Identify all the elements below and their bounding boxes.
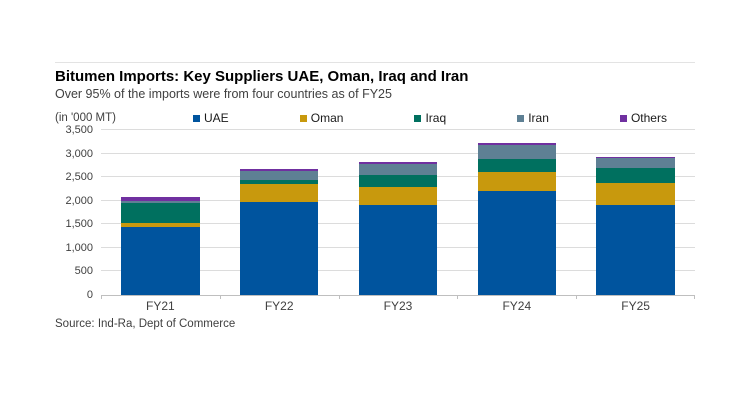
x-axis-tick [694,295,695,299]
bar-segment-others-fy22 [240,168,319,172]
legend: UAE Oman Iraq Iran Others [193,111,667,125]
bar-segment-uae-fy24 [477,191,556,295]
y-tick-label-0: 0 [86,289,93,301]
x-tick-label-fy22: FY22 [264,299,294,313]
y-tick-label-1500: 1,500 [65,218,93,231]
meta-row: (in '000 MT) UAE Oman Iraq Iran Others [55,110,695,126]
stacked-bar-fy21 [121,197,200,295]
bar-cell-fy23 [339,130,458,295]
stacked-bar-fy24 [477,143,556,295]
legend-item-iraq: Iraq [414,111,446,125]
y-tick-label-2000: 2,000 [65,194,93,207]
y-axis-labels: 0 500 1,000 1,500 2,000 2,500 3,000 3,500 [55,124,101,301]
x-tick-label-fy25: FY25 [621,299,650,313]
x-axis-labels: FY21 FY22 FY23 FY24 FY25 [101,295,695,313]
bar-segment-oman-fy23 [358,187,438,205]
y-tick-label-3500: 3,500 [65,124,93,136]
bar-segment-uae-fy23 [358,204,438,295]
bar-segment-iraq-fy23 [358,174,438,188]
legend-label: Iran [528,111,549,125]
bar-cell-fy21 [101,130,220,295]
bar-segment-oman-fy21 [121,223,200,228]
source-note: Source: Ind-Ra, Dept of Commerce [55,318,236,330]
y-axis-unit-label: (in '000 MT) [55,112,116,124]
top-divider [55,62,695,63]
y-tick-label-500: 500 [74,265,93,278]
gridline-3000 [101,152,695,154]
stacked-bar-fy23 [358,161,438,295]
bar-segment-iran-fy24 [477,145,556,160]
x-axis-tick [576,295,578,299]
legend-label: Others [630,111,667,125]
bar-cell-fy24 [457,130,576,295]
bar-segment-iran-fy23 [358,163,438,175]
bar-cell-fy25 [576,130,695,295]
bars-layer [101,130,695,295]
bar-cell-fy22 [220,130,339,295]
plot-area [101,129,695,299]
bar-segment-iraq-fy21 [121,203,200,224]
bar-segment-uae-fy21 [121,227,200,295]
legend-swatch-uae [193,114,200,122]
bar-segment-oman-fy24 [477,171,556,192]
bar-segment-others-fy21 [121,197,200,202]
bar-segment-others-fy24 [477,143,556,146]
bar-segment-iran-fy25 [596,157,675,169]
legend-label: Oman [310,111,344,125]
x-tick-label-fy24: FY24 [502,299,532,313]
gridline-3500 [101,129,695,130]
chart-title: Bitumen Imports: Key Suppliers UAE, Oman… [55,68,469,85]
x-tick-label-fy23: FY23 [383,299,413,313]
bar-segment-oman-fy25 [596,182,675,206]
legend-item-iran: Iran [517,111,549,125]
x-axis-tick [338,295,340,299]
plot-wrap: 0 500 1,000 1,500 2,000 2,500 3,000 3,500 [55,124,695,301]
bar-segment-iran-fy22 [240,171,319,180]
legend-label: Iraq [425,111,447,125]
x-axis-tick [101,295,102,299]
legend-label: UAE [204,111,229,125]
y-tick-label-3000: 3,000 [65,147,93,160]
y-tick-label-1000: 1,000 [65,241,93,254]
legend-swatch-iran [517,114,525,122]
stacked-bar-fy22 [240,168,319,295]
legend-swatch-iraq [414,114,422,122]
bar-segment-uae-fy22 [240,201,319,295]
x-tick-label-fy21: FY21 [146,299,175,313]
y-tick-label-2500: 2,500 [65,171,93,184]
stacked-bar-fy25 [596,157,675,295]
legend-item-oman: Oman [299,111,344,125]
bar-segment-others-fy23 [358,161,438,164]
legend-swatch-others [619,114,627,122]
bar-segment-uae-fy25 [596,205,675,295]
legend-swatch-oman [299,114,307,122]
bar-segment-iraq-fy25 [596,168,675,183]
x-axis-tick [457,295,459,299]
bitumen-imports-chart-card: Bitumen Imports: Key Suppliers UAE, Oman… [55,62,695,330]
bar-segment-others-fy25 [596,157,675,158]
chart-subtitle: Over 95% of the imports were from four c… [55,87,392,101]
x-axis-line [101,295,695,296]
legend-item-others: Others [619,111,667,125]
bar-segment-iraq-fy22 [240,179,319,185]
bar-segment-iraq-fy24 [477,159,556,172]
bar-segment-oman-fy22 [240,184,319,202]
bar-segment-iran-fy21 [121,201,200,204]
legend-item-uae: UAE [193,111,229,125]
x-axis-tick [219,295,221,299]
